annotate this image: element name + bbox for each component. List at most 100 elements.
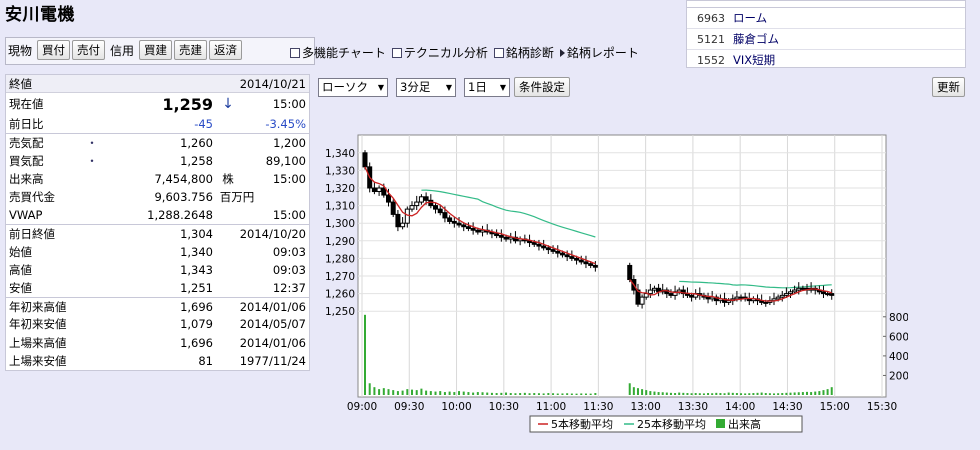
margin-buy-button[interactable]: 買建 [139, 40, 173, 60]
ma5-legend-label: 5本移動平均 [551, 417, 613, 431]
sell-button[interactable]: 売付 [72, 40, 106, 60]
related-row[interactable]: 5121 藤倉ゴム [687, 28, 965, 49]
volume-bar [561, 393, 564, 395]
volume-bar [661, 392, 664, 395]
volume-bar [584, 393, 587, 395]
volume-bar [396, 391, 399, 395]
refresh-button[interactable]: 更新 [932, 77, 965, 97]
current-price: 1,259 [162, 94, 213, 114]
open-time: 09:03 [272, 244, 306, 259]
volume-tick-label: 200,000 [889, 370, 908, 382]
volume-bar [547, 393, 550, 395]
change-label: 前日比 [9, 117, 44, 132]
ytd-high-value: 1,696 [180, 299, 213, 314]
volume-bar [649, 391, 652, 395]
related-row[interactable]: 1552 VIX短期 [687, 49, 965, 70]
current-time: 15:00 [272, 97, 306, 112]
condition-settings-button[interactable]: 条件設定 [514, 77, 570, 97]
technical-analysis-link-label: テクニカル分析 [403, 46, 488, 60]
listed-high-row: 上場来高値 1,696 2014/01/06 [6, 333, 309, 351]
listed-low-label: 上場来安値 [9, 353, 67, 368]
interval-value: 3分足 [400, 80, 431, 94]
related-name[interactable]: 藤倉ゴム [733, 32, 779, 46]
candle-body [775, 296, 781, 300]
listed-low-value: 81 [198, 353, 213, 368]
related-row[interactable]: 6963 ローム [687, 7, 965, 28]
vwap-row: VWAP 1,288.2648 15:00 [6, 206, 309, 224]
stock-diagnosis-link[interactable]: 銘柄診断 [493, 44, 554, 61]
chart-type-select[interactable]: ローソク ▼ [318, 77, 388, 97]
volume-bar [777, 393, 780, 395]
volume-bar [686, 393, 689, 395]
candle-body [503, 236, 509, 240]
price-tick-label: 1,280 [325, 253, 355, 265]
period-select[interactable]: 1日 ▼ [464, 77, 510, 97]
candle-body [371, 187, 377, 193]
volume-bar [756, 392, 759, 395]
volume-row: 出来高 7,454,800 株 15:00 [6, 170, 309, 188]
volume-bar [443, 392, 446, 395]
candle-body [461, 224, 467, 228]
candle-body [414, 201, 420, 207]
related-name[interactable]: VIX短期 [733, 53, 776, 67]
time-tick-label: 09:30 [394, 401, 424, 413]
candle-body [825, 293, 831, 296]
volume-unit: 株 [222, 171, 234, 186]
volume-bar [645, 390, 648, 395]
close-date: 2014/10/21 [239, 76, 306, 91]
volume-bar [401, 390, 404, 395]
volume-bar [509, 393, 512, 395]
volume-bar [740, 393, 743, 395]
ma5-lines [364, 166, 832, 302]
volume-time: 15:00 [272, 171, 306, 186]
chart-legend: 5本移動平均 25本移動平均 出来高 [529, 415, 803, 433]
stock-report-link[interactable]: 銘柄レポート [559, 44, 639, 61]
time-tick-label: 15:30 [867, 401, 897, 413]
bid-label: 買気配 [9, 153, 44, 168]
listed-high-value: 1,696 [180, 335, 213, 350]
legend-box [529, 415, 803, 433]
volume-bar [373, 387, 376, 395]
candle-body [578, 259, 584, 263]
buy-button[interactable]: 買付 [37, 40, 71, 60]
candle-body [627, 264, 633, 281]
volume-bar [698, 393, 701, 395]
technical-analysis-link[interactable]: テクニカル分析 [391, 44, 488, 61]
candle-body [456, 222, 462, 226]
candle-body [763, 301, 769, 304]
ma5-line-morning [364, 166, 596, 265]
multi-chart-link[interactable]: 多機能チャート [290, 44, 386, 61]
change-value: -45 [194, 117, 213, 132]
triangle-right-icon [559, 48, 565, 57]
price-tick-label: 1,250 [325, 306, 355, 318]
candle-body [555, 250, 561, 254]
candle-body [689, 294, 695, 298]
change-row: 前日比 -45 -3.45% [6, 115, 309, 133]
margin-sell-button[interactable]: 売建 [174, 40, 208, 60]
volume-legend-swatch [716, 419, 725, 428]
candle-body [783, 293, 789, 296]
candle-body [442, 212, 448, 219]
ma25-line-afternoon [679, 280, 832, 289]
interval-select[interactable]: 3分足 ▼ [396, 77, 456, 97]
candle-body [829, 293, 835, 296]
volume-bar [707, 393, 710, 395]
candle-body [647, 289, 653, 295]
prev-close-row: 前日終値 1,304 2014/10/20 [6, 224, 309, 242]
volume-bar [429, 391, 432, 395]
ytd-high-row: 年初来高値 1,696 2014/01/06 [6, 297, 309, 315]
volume-bar [434, 391, 437, 395]
related-name[interactable]: ローム [733, 11, 768, 25]
volume-bar [682, 392, 685, 395]
candle-body [508, 236, 514, 240]
volume-bar [378, 389, 381, 395]
volume-bar [505, 392, 508, 395]
candle-body [390, 201, 396, 215]
repay-button[interactable]: 返済 [209, 40, 243, 60]
candle-body [376, 187, 382, 193]
price-tick-label: 1,320 [325, 183, 355, 195]
candle-body [494, 233, 500, 237]
candle-body [738, 296, 744, 299]
ask-price: 1,260 [180, 135, 213, 150]
listed-high-label: 上場来高値 [9, 335, 67, 350]
